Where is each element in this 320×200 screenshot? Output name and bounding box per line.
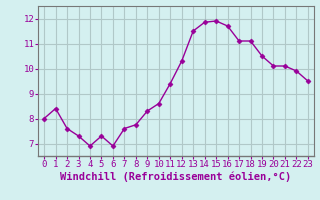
X-axis label: Windchill (Refroidissement éolien,°C): Windchill (Refroidissement éolien,°C) (60, 172, 292, 182)
